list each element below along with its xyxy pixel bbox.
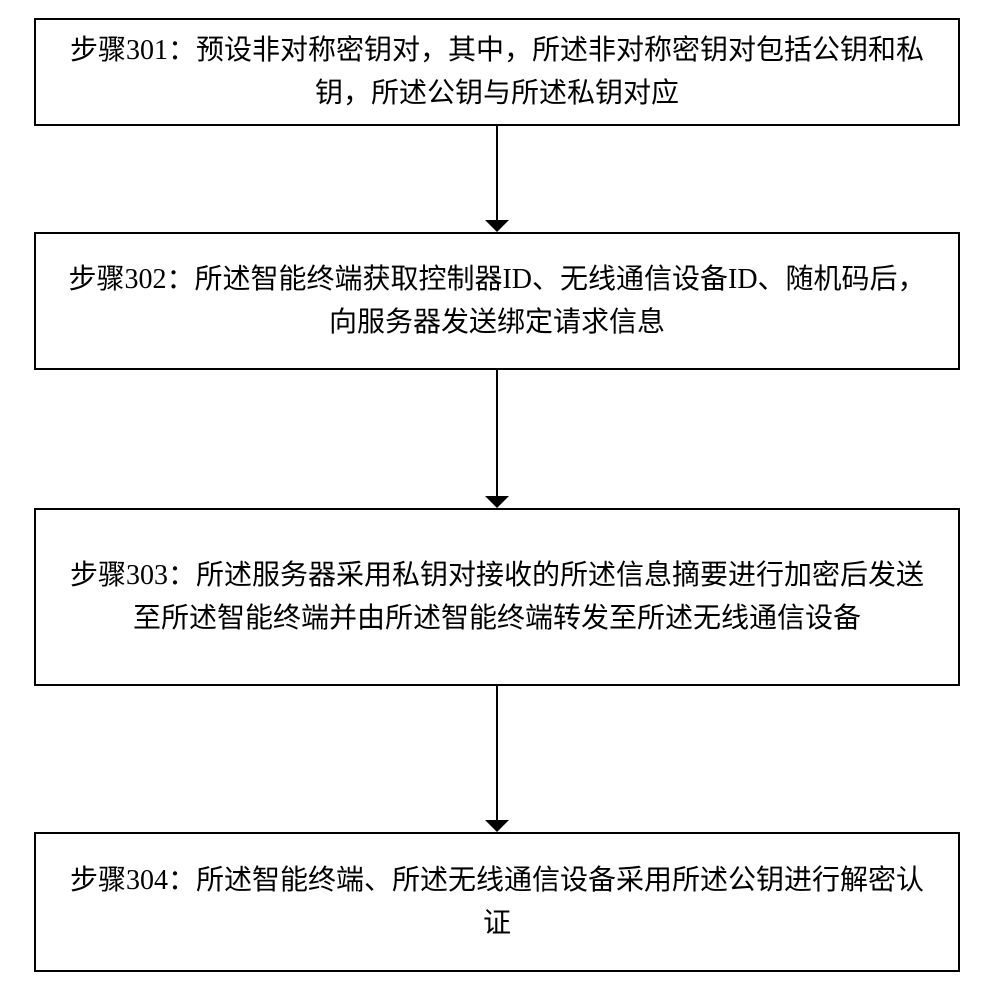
- node-text: 步骤301：预设非对称密钥对，其中，所述非对称密钥对包括公钥和私钥，所述公钥与所…: [66, 29, 928, 116]
- flowchart-node-303: 步骤303：所述服务器采用私钥对接收的所述信息摘要进行加密后发送至所述智能终端并…: [34, 508, 960, 686]
- node-text: 步骤304：所述智能终端、所述无线通信设备采用所述公钥进行解密认证: [66, 859, 928, 946]
- node-text: 步骤302：所述智能终端获取控制器ID、无线通信设备ID、随机码后，向服务器发送…: [66, 258, 928, 345]
- flowchart-edge-head: [485, 820, 509, 832]
- flowchart-node-302: 步骤302：所述智能终端获取控制器ID、无线通信设备ID、随机码后，向服务器发送…: [34, 232, 960, 370]
- flowchart-node-301: 步骤301：预设非对称密钥对，其中，所述非对称密钥对包括公钥和私钥，所述公钥与所…: [34, 18, 960, 126]
- flowchart-edge-head: [485, 496, 509, 508]
- flowchart-edge-line: [496, 126, 498, 220]
- flowchart-edge-line: [496, 686, 498, 820]
- node-text: 步骤303：所述服务器采用私钥对接收的所述信息摘要进行加密后发送至所述智能终端并…: [66, 554, 928, 641]
- flowchart-node-304: 步骤304：所述智能终端、所述无线通信设备采用所述公钥进行解密认证: [34, 832, 960, 972]
- flowchart-edge-head: [485, 220, 509, 232]
- flowchart-canvas: 步骤301：预设非对称密钥对，其中，所述非对称密钥对包括公钥和私钥，所述公钥与所…: [0, 0, 994, 1000]
- flowchart-edge-line: [496, 370, 498, 496]
